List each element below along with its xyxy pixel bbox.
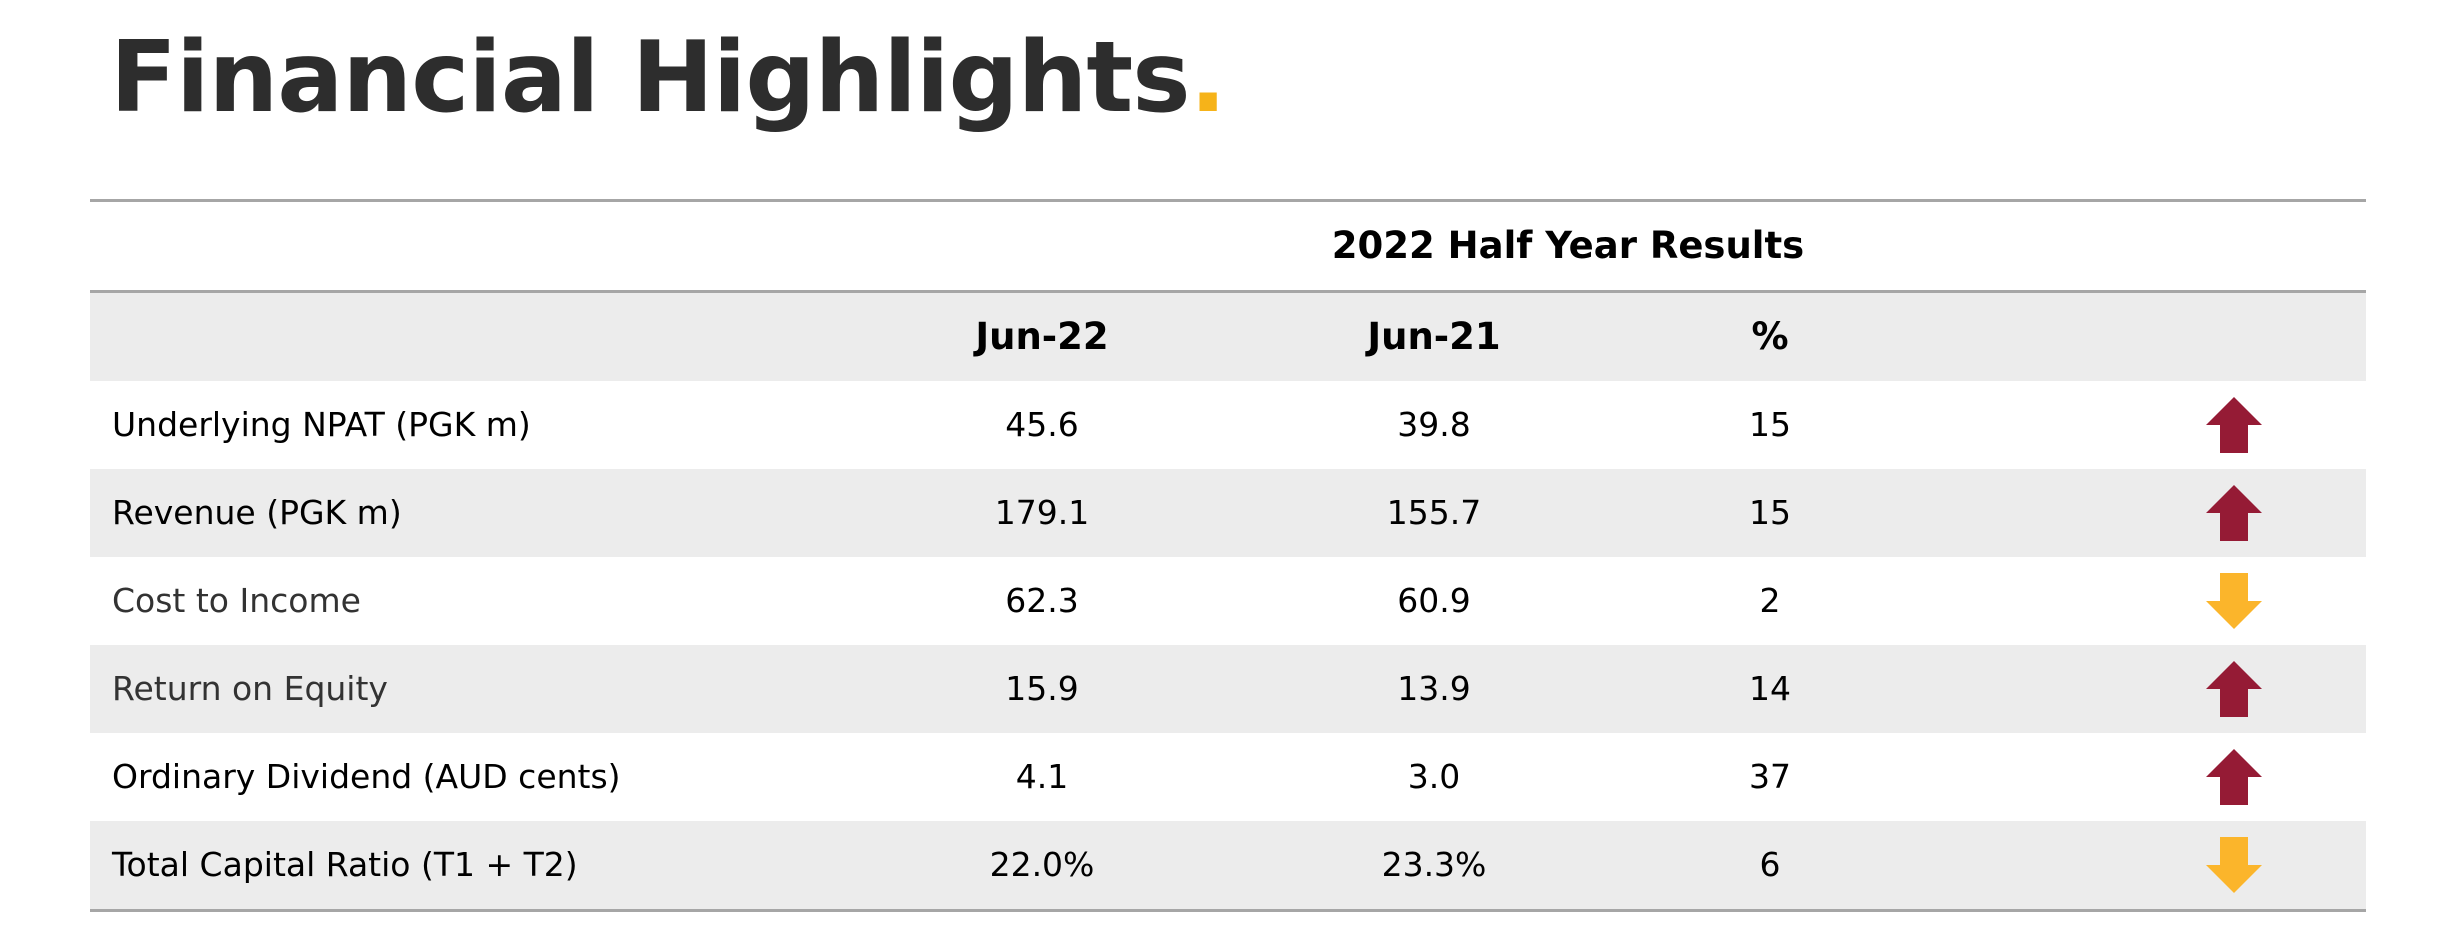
table-row: Return on Equity 15.9 13.9 14 [90, 645, 2366, 733]
arrow-up-icon [2206, 397, 2262, 453]
table-group-header: 2022 Half Year Results [90, 202, 2366, 293]
table-row: Total Capital Ratio (T1 + T2) 22.0% 23.3… [90, 821, 2366, 909]
row-jun21-value: 23.3% [1381, 845, 1487, 884]
row-label: Return on Equity [112, 669, 388, 708]
group-title: 2022 Half Year Results [1331, 224, 1805, 267]
row-jun22-value: 15.9 [1005, 669, 1079, 708]
table-row: Cost to Income 62.3 60.9 2 [90, 557, 2366, 645]
row-jun22-value: 62.3 [1005, 581, 1079, 620]
row-percent-value: 2 [1759, 581, 1781, 620]
row-jun21-value: 3.0 [1407, 757, 1461, 796]
row-jun22-value: 22.0% [989, 845, 1095, 884]
table-row: Ordinary Dividend (AUD cents) 4.1 3.0 37 [90, 733, 2366, 821]
arrow-up-icon [2206, 749, 2262, 805]
row-jun21-value: 13.9 [1397, 669, 1471, 708]
row-percent-value: 14 [1749, 669, 1791, 708]
column-header-jun21: Jun-21 [1367, 315, 1501, 358]
row-percent-value: 37 [1749, 757, 1791, 796]
table-row: Underlying NPAT (PGK m) 45.6 39.8 15 [90, 381, 2366, 469]
row-jun22-value: 45.6 [1005, 405, 1079, 444]
column-header-percent: % [1751, 315, 1789, 358]
table-top-rule [90, 199, 2366, 202]
arrow-down-icon [2206, 573, 2262, 629]
row-label: Revenue (PGK m) [112, 493, 402, 532]
page-title: Financial Highlights. [110, 18, 1227, 138]
row-jun22-value: 179.1 [994, 493, 1090, 532]
table-bottom-rule [90, 909, 2366, 912]
arrow-up-icon [2206, 485, 2262, 541]
row-percent-value: 15 [1749, 405, 1791, 444]
financial-highlights-table: 2022 Half Year Results Jun-22 Jun-21 % U… [90, 199, 2366, 912]
row-percent-value: 15 [1749, 493, 1791, 532]
row-label: Total Capital Ratio (T1 + T2) [112, 845, 578, 884]
row-jun21-value: 39.8 [1397, 405, 1471, 444]
row-jun22-value: 4.1 [1015, 757, 1069, 796]
row-jun21-value: 60.9 [1397, 581, 1471, 620]
page-title-text: Financial Highlights [110, 21, 1191, 135]
arrow-up-icon [2206, 661, 2262, 717]
column-header-row: Jun-22 Jun-21 % [90, 293, 2366, 381]
row-label: Ordinary Dividend (AUD cents) [112, 757, 621, 796]
row-percent-value: 6 [1759, 845, 1781, 884]
column-header-jun22: Jun-22 [975, 315, 1109, 358]
row-label: Cost to Income [112, 581, 361, 620]
table-row: Revenue (PGK m) 179.1 155.7 15 [90, 469, 2366, 557]
title-accent-dot: . [1189, 21, 1227, 135]
row-label: Underlying NPAT (PGK m) [112, 405, 531, 444]
arrow-down-icon [2206, 837, 2262, 893]
row-jun21-value: 155.7 [1386, 493, 1482, 532]
